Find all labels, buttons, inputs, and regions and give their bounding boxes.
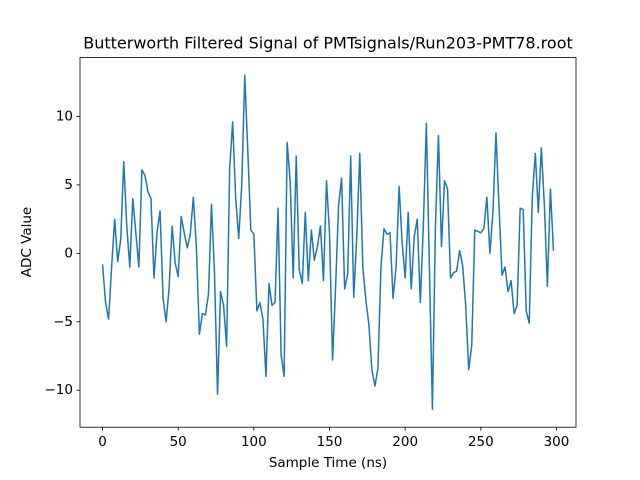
chart-title: Butterworth Filtered Signal of PMTsignal… <box>83 34 573 53</box>
x-tick-label: 200 <box>392 434 418 450</box>
x-tick-label: 150 <box>317 434 343 450</box>
x-tick-label: 0 <box>98 434 107 450</box>
x-tick-label: 300 <box>544 434 570 450</box>
x-tick-label: 50 <box>170 434 187 450</box>
x-tick-label: 250 <box>468 434 494 450</box>
x-tick-label: 100 <box>241 434 267 450</box>
x-axis-label: Sample Time (ns) <box>269 455 387 471</box>
y-tick-label: 5 <box>64 177 73 193</box>
y-tick-label: 0 <box>64 245 73 261</box>
y-axis-label: ADC Value <box>19 207 35 277</box>
y-tick-label: −5 <box>53 314 73 330</box>
y-tick-label: 10 <box>56 108 73 124</box>
y-tick-label: −10 <box>45 382 74 398</box>
axes-frame <box>79 57 577 428</box>
data-line <box>101 74 555 411</box>
